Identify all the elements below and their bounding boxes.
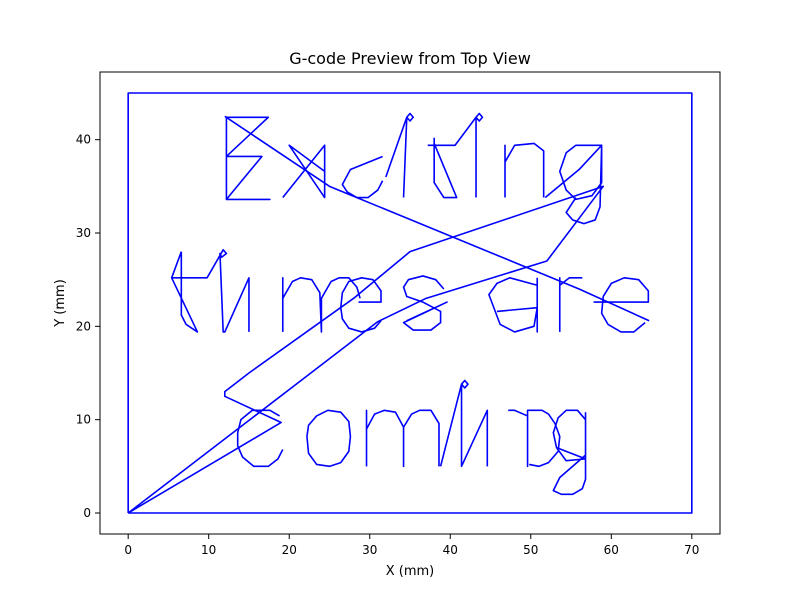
y-tick-label: 10 [76,413,91,427]
toolpath-travel-moves [127,185,605,514]
toolpath-i-2 [439,379,489,468]
x-tick-label: 20 [282,543,297,557]
toolpath-border [127,92,693,514]
y-tick-label: 0 [83,506,91,520]
toolpath-k [433,137,458,199]
toolpath-m-2 [365,409,440,468]
toolpath-e [339,276,382,333]
toolpath-t-stem [170,251,199,333]
x-tick-label: 10 [201,543,216,557]
toolpath-s [402,275,448,331]
y-tick-label: 20 [76,319,91,333]
x-tick-label: 0 [124,543,132,557]
y-tick-label: 30 [76,226,91,240]
toolpath-a [488,276,539,333]
toolpath-e-2 [593,276,650,333]
x-axis-ticks: 0 10 20 30 40 50 60 70 [124,534,699,557]
x-tick-label: 70 [684,543,699,557]
y-axis-label: Y (mm) [53,279,68,328]
x-tick-label: 50 [523,543,538,557]
toolpath-n-2 [508,409,561,468]
toolpath-m [281,276,361,333]
toolpath-o [306,409,352,468]
toolpath-diagonal-strokes [224,115,650,322]
toolpath-i [385,112,415,198]
axes-frame [99,71,721,535]
x-tick-label: 60 [604,543,619,557]
toolpath-c [341,155,384,199]
toolpath-x [282,144,326,199]
plot-area [127,92,693,514]
y-tick-label: 40 [76,133,91,147]
toolpath-t [427,112,484,198]
chart-title: G-code Preview from Top View [289,49,531,68]
x-tick-label: 40 [443,543,458,557]
x-axis-label: X (mm) [386,564,435,579]
toolpath-E [225,116,271,201]
toolpath-c-2 [236,409,284,468]
toolpath-r [558,276,583,332]
toolpath-g-top [544,144,603,225]
toolpath-t-2 [171,249,250,333]
y-axis-ticks: 0 10 20 30 40 [76,133,100,520]
toolpath-n [504,142,545,198]
x-tick-label: 30 [362,543,377,557]
toolpath-g-bottom [552,409,587,496]
